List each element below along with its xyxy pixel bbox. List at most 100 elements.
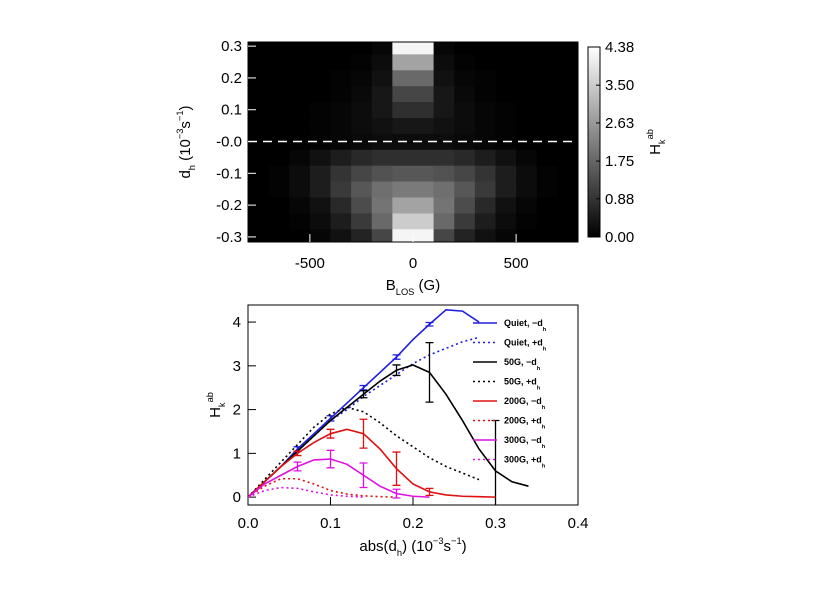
legend-label-part: h [537, 386, 541, 392]
colorbar-tick-label: 3.50 [605, 77, 634, 94]
heatmap-cell [371, 197, 393, 214]
heatmap-cell [330, 213, 352, 230]
heatmap-cell [351, 213, 373, 230]
heatmap-cell [371, 181, 393, 198]
heatmap-cell [289, 197, 311, 214]
heatmap-cell [433, 149, 455, 166]
heatmap-cell [433, 213, 455, 230]
heatmap-cell [371, 54, 393, 71]
heatmap-cell [474, 181, 496, 198]
y-axis-label: Hkab [205, 392, 227, 418]
heatmap-cell [454, 42, 476, 55]
heatmap-cell [330, 85, 352, 103]
heatmap-cell [433, 85, 455, 103]
legend-label: 300G, +dh [504, 455, 546, 470]
heatmap-cell [289, 149, 311, 166]
heatmap-cell [495, 149, 517, 166]
heatmap-cell [330, 149, 352, 166]
y-tick-label: 0.3 [221, 38, 242, 55]
heatmap-cell [557, 165, 579, 182]
legend-label: 300G, −dh [504, 435, 546, 450]
y-tick-label: 0.1 [221, 102, 242, 119]
heatmap-cell [433, 42, 455, 55]
heatmap-cell [268, 117, 290, 134]
x-axis-label-part: LOS [396, 287, 415, 297]
heatmap-cell [248, 54, 269, 71]
heatmap-cell [413, 54, 434, 71]
heatmap-cell [392, 228, 414, 243]
y-tick-label: 3 [233, 358, 241, 375]
heatmap-cell [371, 117, 393, 134]
heatmap-cell [516, 149, 538, 166]
heatmap-cell [474, 69, 496, 87]
heatmap-cell [268, 213, 290, 230]
heatmap-cell [289, 228, 311, 243]
error-bar [359, 418, 368, 449]
heatmap-cell [248, 149, 269, 166]
heatmap-cell [536, 228, 558, 243]
heatmap-cell [392, 54, 414, 71]
heatmap-cell [474, 42, 496, 55]
heatmap-cell [289, 101, 311, 118]
x-axis-label-part: h [397, 548, 402, 558]
heatmap-cell [392, 42, 414, 55]
y-tick-label: 0 [233, 489, 241, 506]
heatmap-cell [433, 101, 455, 118]
x-tick-label: 0.4 [568, 515, 589, 532]
colorbar-tick-label: 2.63 [605, 115, 634, 132]
heatmap-cell [309, 213, 331, 230]
heatmap-cell [248, 213, 269, 230]
heatmap-cell [413, 133, 434, 150]
x-axis-label-part: ) (10 [402, 538, 433, 555]
heatmap-cell [516, 197, 538, 214]
heatmap-cell [557, 69, 579, 87]
heatmap-cell [474, 117, 496, 134]
heatmap-cell [454, 149, 476, 166]
heatmap-cell [309, 101, 331, 118]
heatmap-cell [268, 181, 290, 198]
heatmap-cell [557, 101, 579, 118]
heatmap-cell [536, 213, 558, 230]
legend-label: 200G, +dh [504, 416, 546, 431]
heatmap-cell [309, 197, 331, 214]
heatmap-cell [454, 69, 476, 87]
heatmap-cell [536, 101, 558, 118]
heatmap-cell [454, 213, 476, 230]
heatmap-cell [371, 101, 393, 118]
error-bar [293, 461, 302, 472]
heatmap-cell [268, 85, 290, 103]
legend-label-part: h [542, 464, 546, 470]
heatmap-cell [330, 42, 352, 55]
heatmap-cell [268, 197, 290, 214]
x-tick-label: 0.1 [320, 515, 341, 532]
heatmap-cell [248, 42, 269, 55]
heatmap-cell [351, 101, 373, 118]
heatmap-cell [268, 165, 290, 182]
legend-label: Quiet, +dh [504, 338, 547, 353]
y-tick-label: -0.1 [216, 165, 242, 182]
heatmap-cell [516, 165, 538, 182]
x-axis-label-part: B [386, 277, 396, 294]
heatmap-cell [248, 101, 269, 118]
heatmap-cell [516, 54, 538, 71]
y-tick-label: 0.2 [221, 70, 242, 87]
legend-label-part: 300G, −d [504, 435, 542, 445]
legend-label-part: h [542, 425, 546, 431]
heatmap-cell [536, 181, 558, 198]
heatmap-cell [433, 228, 455, 243]
heatmap-cell [248, 69, 269, 87]
heatmap-cell [351, 165, 373, 182]
heatmap-cell [351, 42, 373, 55]
x-tick-label: 0.2 [403, 515, 424, 532]
x-axis-label-part: (G) [414, 277, 440, 294]
heatmap-cell [474, 54, 496, 71]
heatmap-cell [392, 213, 414, 230]
plot-lines [248, 308, 529, 505]
heatmap-cell [289, 69, 311, 87]
heatmap-cell [392, 165, 414, 182]
heatmap-cell [516, 101, 538, 118]
heatmap-cell [392, 197, 414, 214]
error-bar [359, 384, 368, 391]
heatmap-cell [474, 85, 496, 103]
